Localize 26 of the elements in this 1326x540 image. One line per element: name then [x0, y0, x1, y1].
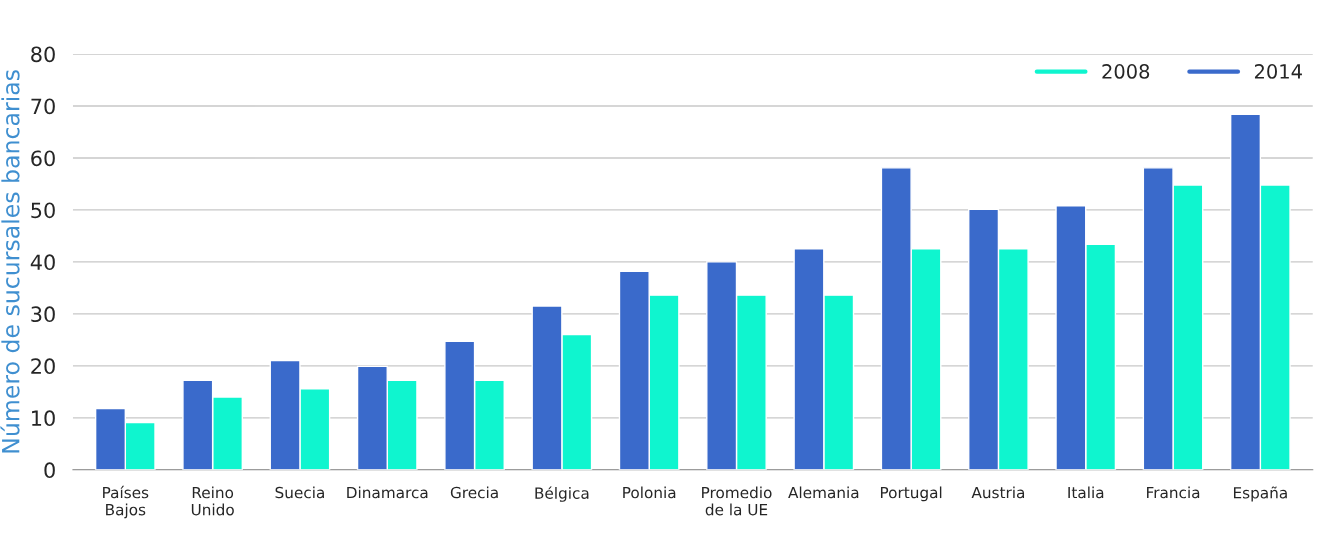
x-tick-label: Reino Unido — [191, 486, 234, 516]
y-tick-label: 80 — [31, 46, 55, 63]
y-tick-label: 0 — [44, 462, 55, 479]
x-tick-label: Grecia — [450, 486, 498, 499]
y-tick-label: 30 — [31, 306, 55, 323]
x-tick-label: Italia — [1068, 486, 1104, 499]
y-axis-title: Número de sucursales bancarias — [0, 70, 20, 453]
y-tick-label: 20 — [31, 358, 55, 375]
x-tick-label: España — [1233, 486, 1287, 502]
y-tick-label: 50 — [31, 202, 55, 219]
legend-label: 2008 — [1102, 64, 1150, 79]
x-tick-label: Dinamarca — [347, 486, 428, 499]
x-tick-label: Promedio de la UE — [702, 486, 772, 516]
y-tick-label: 60 — [31, 150, 55, 167]
x-tick-label: Austria — [971, 486, 1025, 499]
x-tick-label: Bélgica — [535, 486, 589, 502]
y-tick-label: 10 — [32, 410, 55, 427]
y-tick-label: 70 — [31, 98, 55, 115]
legend-label: 2014 — [1254, 64, 1302, 79]
x-tick-label: Francia — [1147, 486, 1200, 499]
x-tick-label: Países Bajos — [103, 485, 149, 519]
x-tick-label: Portugal — [880, 486, 942, 502]
y-tick-label: 40 — [30, 254, 55, 271]
x-tick-label: Polonia — [623, 486, 676, 499]
x-tick-label: Alemania — [788, 486, 859, 499]
x-tick-label: Suecia — [275, 486, 324, 499]
